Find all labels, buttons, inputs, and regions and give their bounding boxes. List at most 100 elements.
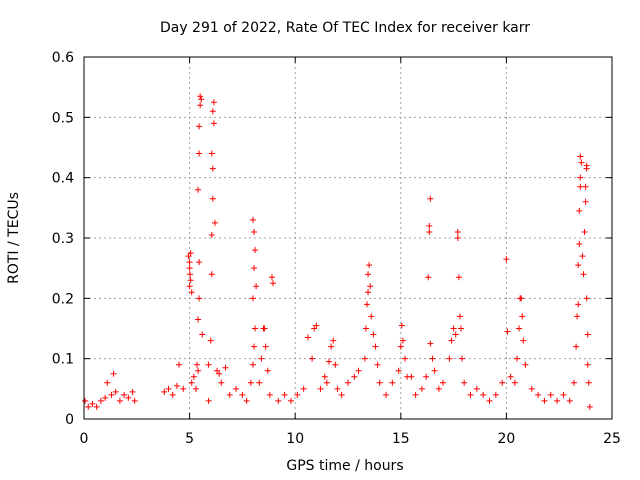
data-point	[535, 391, 542, 398]
data-point	[519, 313, 526, 320]
data-point	[408, 373, 415, 380]
data-point	[186, 283, 193, 290]
data-point	[210, 99, 217, 106]
data-point	[169, 391, 176, 398]
data-point	[198, 96, 205, 103]
data-point	[226, 391, 233, 398]
data-point	[577, 153, 584, 160]
x-tick-label: 25	[603, 431, 621, 447]
data-point	[186, 259, 193, 266]
data-point	[287, 397, 294, 404]
data-point	[196, 295, 203, 302]
data-point	[507, 373, 514, 380]
data-point	[161, 388, 168, 395]
data-point	[208, 150, 215, 157]
data-point	[129, 388, 136, 395]
data-point	[452, 331, 459, 338]
grid-lines	[84, 57, 612, 419]
data-point	[504, 328, 511, 335]
data-point	[323, 379, 330, 386]
data-point	[330, 337, 337, 344]
data-point	[197, 102, 204, 109]
data-point	[195, 367, 202, 374]
y-tick-label: 0.4	[52, 171, 74, 187]
data-point	[252, 247, 259, 254]
data-point	[211, 219, 218, 226]
data-point	[195, 316, 202, 323]
data-point	[249, 361, 256, 368]
data-point	[281, 391, 288, 398]
data-point	[370, 331, 377, 338]
data-point	[188, 379, 195, 386]
data-point	[450, 325, 457, 332]
data-point	[582, 198, 589, 205]
data-point	[425, 274, 432, 281]
data-point	[173, 382, 180, 389]
data-point	[270, 280, 277, 287]
data-point	[389, 379, 396, 386]
data-point	[364, 301, 371, 308]
data-point	[195, 186, 202, 193]
data-point	[399, 337, 406, 344]
plot-frame	[83, 56, 613, 420]
data-point	[440, 379, 447, 386]
data-point	[205, 397, 212, 404]
data-point	[222, 364, 229, 371]
data-point	[473, 385, 480, 392]
y-tick-label: 0.6	[52, 50, 74, 66]
data-point	[196, 150, 203, 157]
data-point	[256, 379, 263, 386]
data-point	[402, 355, 409, 362]
data-point	[547, 391, 554, 398]
data-point	[208, 271, 215, 278]
data-point	[199, 331, 206, 338]
data-point	[317, 385, 324, 392]
data-point	[467, 391, 474, 398]
data-point	[398, 322, 405, 329]
data-point	[321, 373, 328, 380]
data-point	[239, 391, 246, 398]
data-point	[582, 183, 589, 190]
data-point	[454, 228, 461, 235]
data-point	[249, 295, 256, 302]
data-point	[365, 289, 372, 296]
data-point	[374, 361, 381, 368]
data-point	[351, 373, 358, 380]
data-point	[584, 361, 591, 368]
data-point	[575, 301, 582, 308]
y-tick-label: 0.5	[52, 110, 74, 126]
data-point	[361, 355, 368, 362]
data-point	[196, 123, 203, 130]
data-point	[216, 370, 223, 377]
y-axis-label: ROTI / TECUs	[6, 192, 22, 284]
data-point	[214, 367, 221, 374]
data-point	[209, 108, 216, 115]
data-point	[367, 283, 374, 290]
data-point	[243, 397, 250, 404]
data-point	[454, 235, 461, 241]
data-point	[427, 195, 434, 202]
data-point	[516, 325, 523, 332]
data-point	[85, 403, 92, 410]
data-point	[574, 313, 581, 320]
data-point	[355, 367, 362, 374]
data-point	[187, 250, 194, 257]
data-point	[207, 337, 214, 344]
data-point	[209, 165, 216, 172]
data-point	[218, 379, 225, 386]
data-point	[541, 397, 548, 404]
data-point	[576, 241, 583, 248]
data-point	[249, 216, 256, 223]
data-point	[427, 340, 434, 347]
data-point	[446, 355, 453, 362]
data-point	[584, 331, 591, 338]
data-point	[185, 253, 192, 260]
data-point	[457, 325, 464, 332]
x-tick-label: 15	[392, 431, 410, 447]
data-point	[82, 397, 89, 404]
data-point	[176, 361, 183, 368]
data-point	[456, 313, 463, 320]
data-point	[461, 379, 468, 386]
data-point	[554, 397, 561, 404]
data-point	[97, 397, 104, 404]
